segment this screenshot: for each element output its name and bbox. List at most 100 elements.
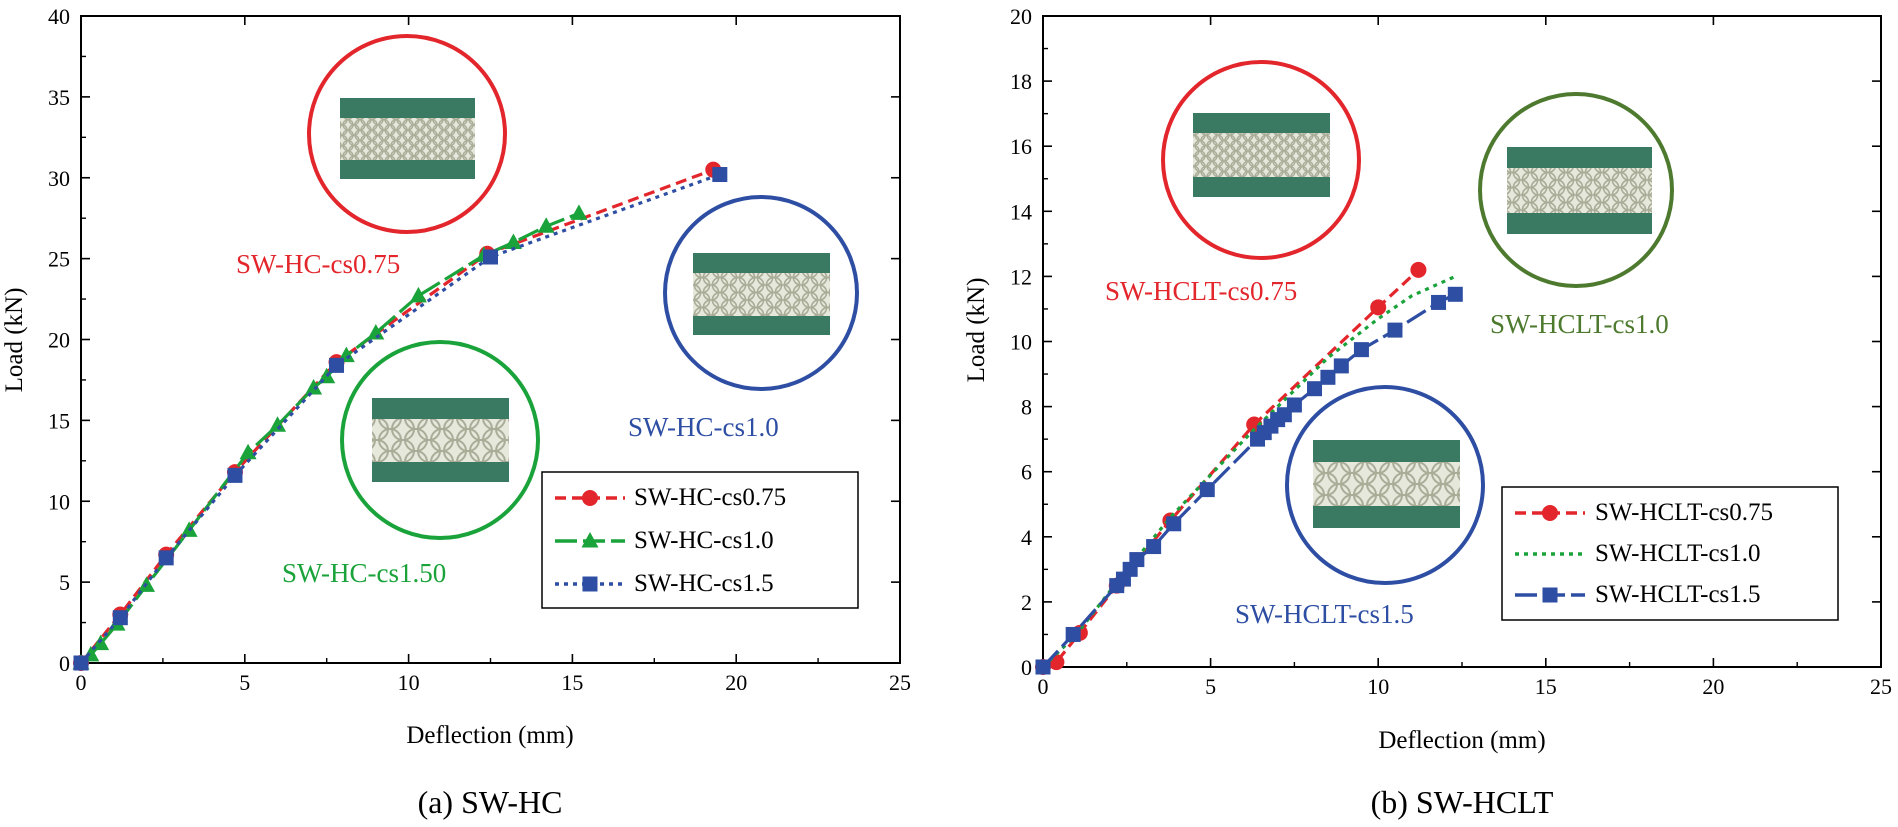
- callout-b-cs075: [1161, 60, 1361, 260]
- data-point: [1199, 482, 1215, 498]
- face-plate: [1313, 440, 1460, 462]
- annotation-b-cs10: SW-HCLT-cs1.0: [1490, 309, 1669, 339]
- legend-label: SW-HCLT-cs1.5: [1595, 581, 1761, 608]
- data-point: [1431, 294, 1447, 310]
- data-point: [570, 204, 588, 220]
- data-point: [1129, 552, 1145, 568]
- x-tick-label: 0: [1038, 674, 1049, 699]
- data-point: [504, 233, 522, 249]
- legend-marker: [581, 532, 599, 548]
- y-tick-label: 10: [48, 489, 70, 514]
- y-tick-label: 40: [48, 4, 70, 29]
- series-SW-HC-cs1.5: [73, 167, 728, 671]
- face-plate: [693, 253, 830, 273]
- callout-circle: [663, 195, 859, 391]
- callout-circle: [1478, 92, 1674, 288]
- y-tick-label: 15: [48, 408, 70, 433]
- legend-label: SW-HC-cs1.5: [634, 570, 774, 597]
- y-tick-label: 35: [48, 85, 70, 110]
- callout-a-cs10: [663, 195, 859, 391]
- annotation-b-cs15: SW-HCLT-cs1.5: [1235, 599, 1414, 629]
- annotation-a-cs150: SW-HC-cs1.50: [282, 558, 446, 588]
- y-tick-label: 0: [1021, 655, 1032, 680]
- data-point: [239, 443, 257, 460]
- y-tick-label: 20: [48, 328, 70, 353]
- callout-circle: [1285, 385, 1485, 585]
- series-group-b: [1035, 261, 1463, 675]
- data-point: [1286, 397, 1302, 413]
- legend-box: [1501, 486, 1839, 621]
- legend-label: SW-HC-cs1.0: [634, 527, 774, 554]
- x-tick-label: 10: [398, 670, 420, 695]
- face-plate: [1193, 177, 1330, 197]
- y-tick-label: 5: [59, 570, 70, 595]
- legend-label: SW-HCLT-cs0.75: [1595, 499, 1773, 526]
- series-SW-HCLT-cs1.5: [1035, 286, 1463, 675]
- data-point: [1320, 369, 1336, 385]
- legend-marker: [582, 576, 598, 592]
- callout-b-cs15: [1285, 385, 1485, 585]
- data-point: [329, 357, 345, 373]
- series-group-a: [72, 161, 728, 671]
- face-plate: [1193, 113, 1330, 133]
- x-tick-label: 10: [1367, 674, 1389, 699]
- x-tick-label: 25: [1870, 674, 1892, 699]
- y-tick-label: 10: [1010, 330, 1032, 355]
- data-point: [1370, 299, 1387, 316]
- callout-circle: [1161, 60, 1361, 260]
- panel-b: 0 5 10 15 20 25 0 2 4 6 8 10 12 14 16 18 20 SW-HCLT-cs0.…: [963, 4, 1892, 820]
- legend-marker: [1542, 587, 1558, 603]
- y-tick-label: 6: [1021, 460, 1032, 485]
- y-tick-label: 18: [1010, 69, 1032, 94]
- data-point: [1146, 539, 1162, 555]
- data-point: [1387, 322, 1403, 338]
- data-point: [1333, 358, 1349, 374]
- y-axis-label-b: Load (kN): [963, 278, 990, 383]
- annotation-a-cs075: SW-HC-cs0.75: [236, 249, 400, 279]
- data-point: [409, 286, 427, 303]
- legend-marker: [1542, 505, 1558, 521]
- data-point: [1065, 626, 1081, 642]
- panel-a: 0 5 10 15 20 25 0 5 10 15 20 25 30 35 40 SW-HC-cs0.75 …: [1, 4, 911, 820]
- face-plate: [340, 160, 475, 179]
- x-tick-label: 20: [1702, 674, 1724, 699]
- data-point: [73, 655, 89, 671]
- legend-label: SW-HC-cs0.75: [634, 484, 786, 511]
- core-cells: [372, 419, 509, 462]
- data-point: [537, 217, 555, 233]
- data-point: [1353, 342, 1369, 358]
- callout-circle: [307, 34, 507, 234]
- x-tick-label: 0: [76, 670, 87, 695]
- annotation-a-cs10: SW-HC-cs1.0: [628, 412, 779, 442]
- data-point: [483, 249, 498, 265]
- data-point: [1447, 286, 1463, 302]
- x-axis-label-b: Deflection (mm): [1378, 727, 1545, 754]
- x-axis-label-a: Deflection (mm): [406, 722, 573, 749]
- legend-b: SW-HCLT-cs0.75 SW-HCLT-cs1.0 SW-HCLT-cs1…: [1501, 486, 1839, 621]
- callout-a-cs075: [307, 34, 507, 234]
- x-tick-label: 25: [889, 670, 911, 695]
- caption-b: (b) SW-HCLT: [1371, 784, 1554, 820]
- face-plate: [340, 98, 475, 118]
- legend-a: SW-HC-cs0.75 SW-HC-cs1.0 SW-HC-cs1.5: [541, 471, 859, 609]
- x-tick-label: 5: [239, 670, 250, 695]
- x-tick-label: 15: [561, 670, 583, 695]
- data-point: [1035, 659, 1051, 675]
- data-point: [712, 167, 728, 183]
- callout-circle: [340, 340, 540, 540]
- y-tick-label: 2: [1021, 590, 1032, 615]
- data-point: [1307, 381, 1323, 397]
- y-axis-label-a: Load (kN): [1, 288, 28, 393]
- callout-b-cs10: [1478, 92, 1674, 288]
- y-tick-label: 14: [1010, 199, 1032, 224]
- face-plate: [1507, 147, 1652, 168]
- annotation-b-cs075: SW-HCLT-cs0.75: [1105, 276, 1297, 306]
- face-plate: [1507, 213, 1652, 234]
- data-point: [269, 416, 287, 432]
- caption-a: (a) SW-HC: [418, 784, 563, 820]
- face-plate: [372, 462, 509, 482]
- x-tick-label: 15: [1535, 674, 1557, 699]
- callout-a-cs150: [340, 340, 540, 540]
- data-point: [1410, 261, 1427, 278]
